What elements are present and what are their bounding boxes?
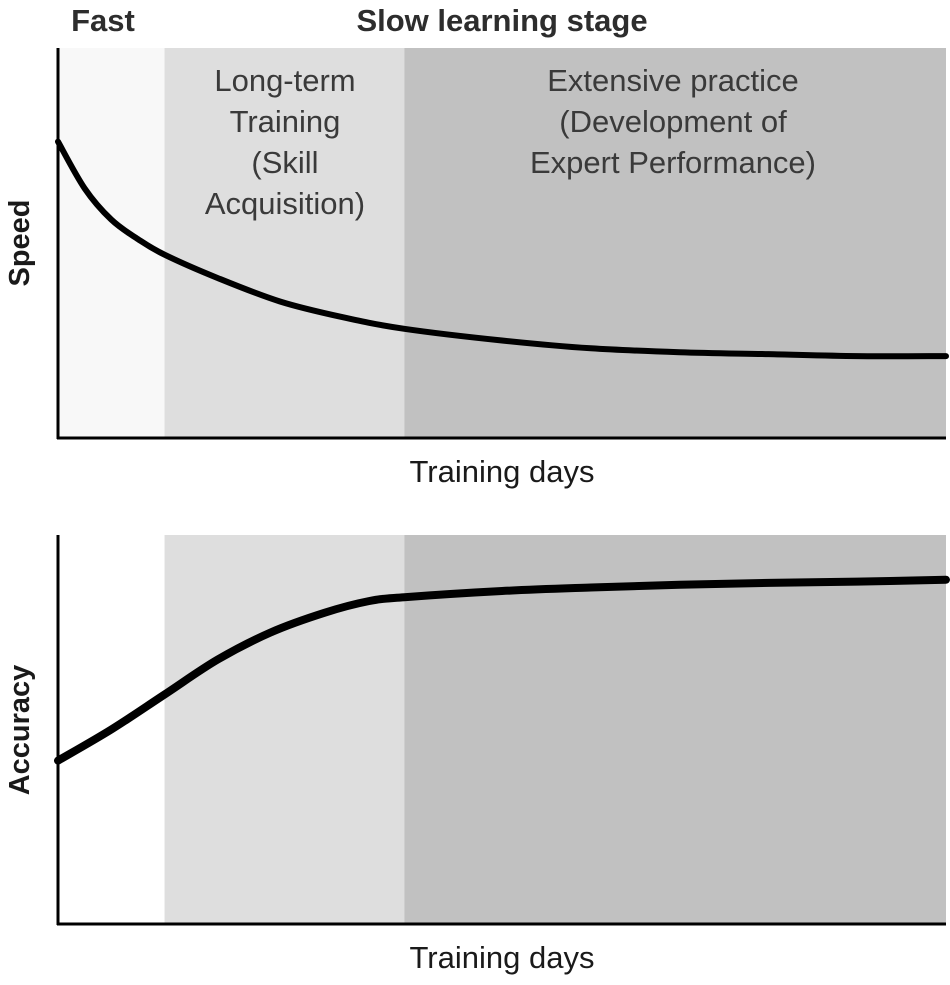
- stage-caption-line: (Development of: [559, 104, 787, 139]
- y-axis-label: Speed: [4, 199, 36, 286]
- chart-panel-1: Training days Accuracy: [4, 535, 950, 975]
- stage-caption-line: Training: [230, 104, 341, 139]
- stage-caption-line: Extensive practice: [547, 63, 799, 98]
- charts-group: Long-term Training (Skill Acquisition) Exten…: [4, 48, 950, 975]
- accuracy-curve: [54, 575, 950, 765]
- x-axis-label: Training days: [410, 454, 595, 489]
- stage-region-long-term-training: [164, 535, 405, 924]
- stage-caption-line: Acquisition): [205, 186, 365, 221]
- x-axis-label: Training days: [410, 940, 595, 975]
- fast-stage-header: Fast: [71, 3, 135, 38]
- stage-caption-line: Long-term: [214, 63, 355, 98]
- stage-region-extensive-practice: [404, 48, 946, 438]
- speed-curve: [55, 138, 949, 360]
- slow-stage-header: Slow learning stage: [356, 3, 647, 38]
- stage-region-long-term-training: [164, 48, 405, 438]
- y-axis-label: Accuracy: [4, 665, 36, 796]
- chart-panel-0: Long-term Training (Skill Acquisition) Exten…: [4, 48, 949, 489]
- stage-caption-line: (Skill: [251, 145, 318, 180]
- stage-caption-line: Expert Performance): [530, 145, 816, 180]
- stage-region-extensive-practice: [404, 535, 946, 924]
